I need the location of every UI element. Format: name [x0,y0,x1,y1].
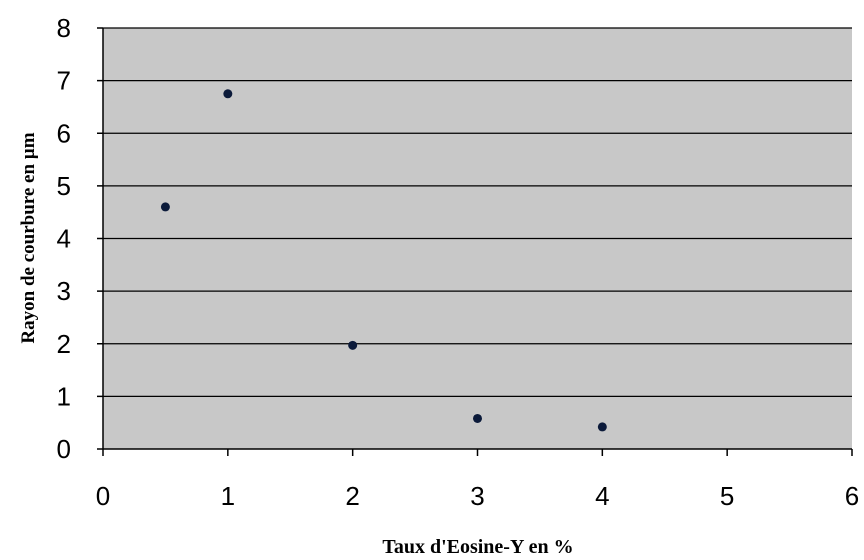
y-tick-label: 5 [57,171,71,201]
x-tick-label: 5 [720,481,734,511]
data-point [160,202,170,212]
x-axis-title: Taux d'Eosine-Y en % [382,536,573,558]
y-tick-label: 0 [57,434,71,464]
data-point [597,422,607,432]
y-tick-label: 1 [57,381,71,411]
gridlines [103,27,852,398]
data-points [160,89,607,432]
y-tick-label: 2 [57,329,71,359]
x-tick-label: 0 [96,481,110,511]
y-tick-label: 3 [57,276,71,306]
data-point [223,89,233,99]
x-tick-label: 6 [845,481,859,511]
y-axis-title: Rayon de courbure en µm [18,132,39,343]
x-tick-label: 3 [470,481,484,511]
x-tick-label: 2 [345,481,359,511]
x-tick-label: 1 [221,481,235,511]
y-tick-label: 8 [57,13,71,43]
x-ticks: 0 1 2 3 4 5 6 [96,449,859,511]
data-point [473,413,482,423]
y-tick-label: 4 [57,224,71,254]
y-tick-label: 6 [57,118,71,148]
data-point [348,340,358,350]
x-tick-label: 4 [595,481,609,511]
y-ticks: 0 1 2 3 4 5 6 7 8 [57,13,103,464]
y-tick-label: 7 [57,66,71,96]
